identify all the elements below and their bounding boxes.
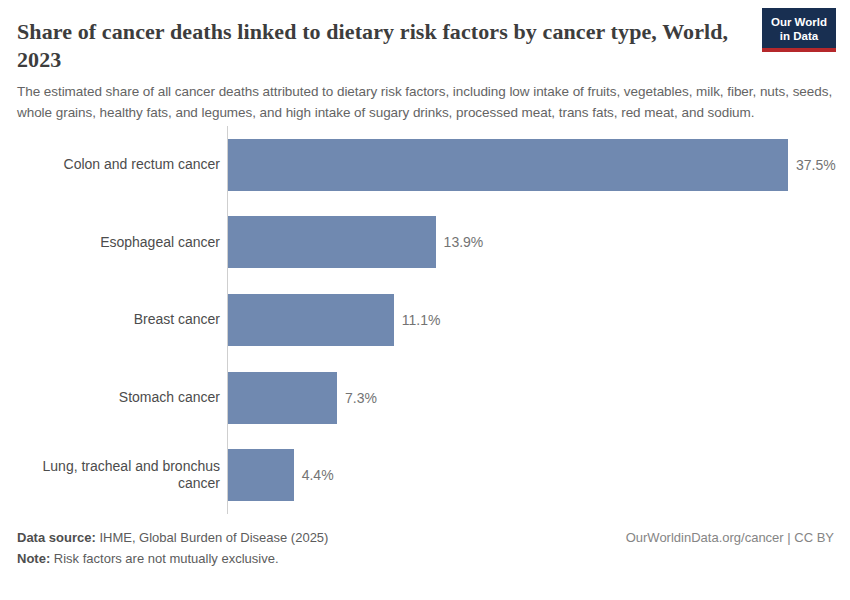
chart-subtitle: The estimated share of all cancer deaths… bbox=[17, 81, 836, 123]
chart-header: Share of cancer deaths linked to dietary… bbox=[0, 0, 850, 123]
chart-title: Share of cancer deaths linked to dietary… bbox=[17, 18, 767, 74]
owid-chart-page: Share of cancer deaths linked to dietary… bbox=[0, 0, 850, 600]
bar bbox=[228, 372, 337, 424]
bar bbox=[228, 139, 788, 191]
value-label: 13.9% bbox=[444, 234, 484, 250]
bar-row: Breast cancer 11.1% bbox=[0, 281, 850, 359]
bar-row: Esophageal cancer 13.9% bbox=[0, 204, 850, 282]
bar-chart: Colon and rectum cancer 37.5% Esophageal c… bbox=[0, 126, 850, 514]
owid-logo: Our World in Data bbox=[762, 8, 836, 52]
bar-area: 37.5% bbox=[227, 126, 836, 204]
owid-logo-line1: Our World bbox=[771, 15, 827, 29]
category-label: Esophageal cancer bbox=[0, 234, 227, 251]
footer-left: Data source: IHME, Global Burden of Dise… bbox=[17, 527, 328, 569]
bar bbox=[228, 216, 436, 268]
value-label: 37.5% bbox=[796, 157, 836, 173]
data-source-label: Data source: bbox=[17, 530, 96, 545]
category-label: Lung, tracheal and bronchus cancer bbox=[0, 458, 227, 492]
bar-rows: Colon and rectum cancer 37.5% Esophageal c… bbox=[0, 126, 850, 514]
owid-logo-line2: in Data bbox=[771, 29, 827, 43]
bar bbox=[228, 449, 294, 501]
footer-license: OurWorldinData.org/cancer | CC BY bbox=[626, 527, 834, 548]
data-source-line: Data source: IHME, Global Burden of Dise… bbox=[17, 527, 328, 548]
note-line: Note: Risk factors are not mutually excl… bbox=[17, 548, 328, 569]
bar-area: 7.3% bbox=[227, 359, 377, 437]
category-label: Breast cancer bbox=[0, 311, 227, 328]
value-label: 4.4% bbox=[302, 467, 334, 483]
category-label: Stomach cancer bbox=[0, 389, 227, 406]
bar-area: 13.9% bbox=[227, 204, 483, 282]
category-label: Colon and rectum cancer bbox=[0, 156, 227, 173]
bar-row: Lung, tracheal and bronchus cancer 4.4% bbox=[0, 436, 850, 514]
bar-row: Colon and rectum cancer 37.5% bbox=[0, 126, 850, 204]
value-label: 11.1% bbox=[402, 312, 441, 328]
note-text: Risk factors are not mutually exclusive. bbox=[54, 551, 279, 566]
data-source-text: IHME, Global Burden of Disease (2025) bbox=[99, 530, 328, 545]
note-label: Note: bbox=[17, 551, 50, 566]
y-axis-line bbox=[227, 126, 228, 514]
chart-footer: Data source: IHME, Global Burden of Dise… bbox=[0, 527, 850, 569]
bar-area: 11.1% bbox=[227, 281, 440, 359]
bar-row: Stomach cancer 7.3% bbox=[0, 359, 850, 437]
bar bbox=[228, 294, 394, 346]
bar-area: 4.4% bbox=[227, 436, 334, 514]
value-label: 7.3% bbox=[345, 390, 377, 406]
